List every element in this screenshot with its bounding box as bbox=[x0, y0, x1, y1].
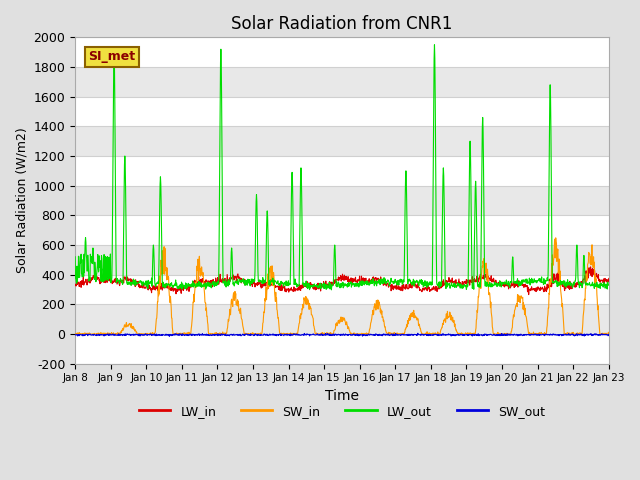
LW_out bbox=[425, 282, 433, 288]
SW_in bbox=[71, 331, 79, 337]
LW_in bbox=[542, 287, 550, 292]
LW_out bbox=[431, 42, 438, 48]
LW_out bbox=[250, 276, 257, 282]
LW_out bbox=[190, 280, 198, 286]
Bar bbox=[75, 334, 609, 364]
SW_out bbox=[177, 331, 185, 337]
SW_in bbox=[177, 330, 185, 336]
LW_out bbox=[177, 285, 185, 291]
Line: SW_in: SW_in bbox=[75, 238, 609, 334]
Bar bbox=[75, 156, 609, 186]
Bar bbox=[75, 275, 609, 304]
LW_out bbox=[328, 287, 335, 293]
LW_out bbox=[605, 282, 612, 288]
Bar bbox=[75, 96, 609, 126]
SW_out bbox=[542, 331, 550, 337]
SW_in bbox=[605, 331, 612, 337]
LW_in bbox=[71, 283, 79, 288]
SW_in bbox=[495, 331, 502, 337]
LW_out bbox=[71, 254, 79, 260]
X-axis label: Time: Time bbox=[325, 389, 359, 403]
LW_in bbox=[190, 282, 198, 288]
LW_out bbox=[495, 281, 503, 287]
LW_in bbox=[525, 292, 532, 298]
SW_out bbox=[71, 332, 79, 337]
Bar bbox=[75, 245, 609, 275]
LW_in bbox=[250, 279, 257, 285]
SW_in bbox=[552, 235, 559, 241]
Bar bbox=[75, 67, 609, 96]
LW_in bbox=[587, 264, 595, 270]
Bar bbox=[75, 126, 609, 156]
Line: LW_out: LW_out bbox=[75, 45, 609, 290]
SW_in bbox=[190, 291, 198, 297]
Bar bbox=[75, 37, 609, 67]
Bar bbox=[75, 304, 609, 334]
SW_out bbox=[426, 332, 433, 337]
Line: SW_out: SW_out bbox=[75, 333, 609, 336]
Bar bbox=[75, 186, 609, 216]
SW_out bbox=[495, 332, 503, 337]
Text: SI_met: SI_met bbox=[88, 50, 136, 63]
Bar bbox=[75, 216, 609, 245]
LW_out bbox=[542, 278, 550, 284]
SW_out bbox=[190, 332, 198, 337]
Title: Solar Radiation from CNR1: Solar Radiation from CNR1 bbox=[231, 15, 452, 33]
SW_out bbox=[166, 334, 173, 339]
LW_in bbox=[177, 288, 185, 294]
SW_in bbox=[425, 331, 433, 337]
SW_in bbox=[250, 331, 257, 336]
SW_out bbox=[250, 333, 258, 338]
SW_in bbox=[541, 331, 549, 336]
Legend: LW_in, SW_in, LW_out, SW_out: LW_in, SW_in, LW_out, SW_out bbox=[134, 400, 550, 423]
LW_in bbox=[605, 276, 612, 281]
LW_in bbox=[495, 281, 502, 287]
LW_in bbox=[425, 284, 433, 290]
Y-axis label: Solar Radiation (W/m2): Solar Radiation (W/m2) bbox=[15, 128, 28, 274]
SW_out bbox=[414, 330, 422, 336]
SW_out bbox=[605, 331, 612, 337]
Line: LW_in: LW_in bbox=[75, 267, 609, 295]
